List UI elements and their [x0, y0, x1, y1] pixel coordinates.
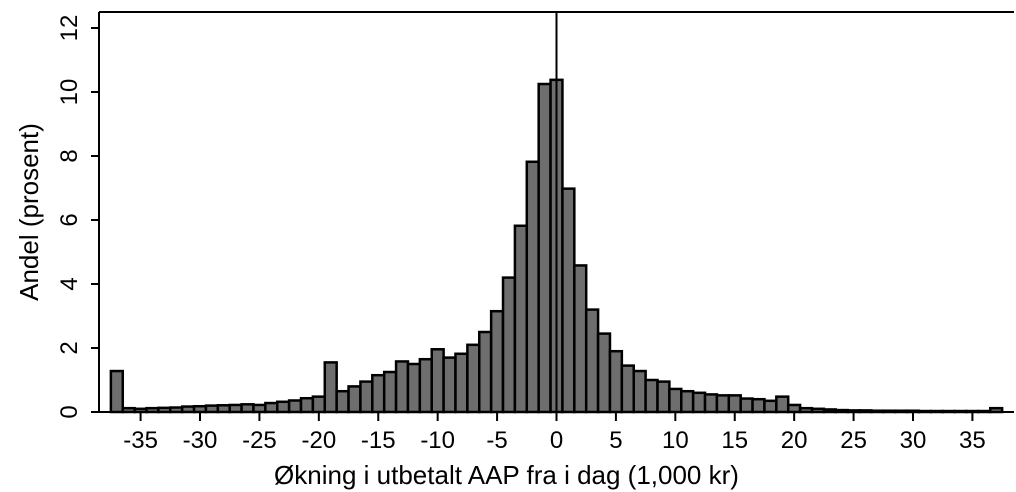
histogram-bar [252, 403, 267, 414]
histogram-bar [371, 373, 386, 414]
y-tick-label: 10 [56, 79, 83, 106]
histogram-bar [418, 357, 433, 414]
x-tick-label: 20 [781, 427, 808, 454]
histogram-bar [656, 380, 671, 414]
histogram-bar [335, 389, 350, 414]
histogram-bar [394, 360, 410, 414]
x-tick-label: -25 [242, 427, 277, 454]
x-tick-label: 25 [840, 427, 867, 454]
histogram-bar [632, 369, 647, 414]
x-tick-label: -35 [123, 427, 158, 454]
histogram-bar [406, 362, 422, 414]
y-tick-label: 8 [56, 149, 83, 162]
histogram-bar [573, 264, 588, 414]
histogram-bar [537, 82, 552, 414]
histogram-bar [264, 401, 279, 414]
histogram-bar [287, 399, 303, 414]
histogram-bar [323, 361, 338, 414]
histogram-bar [442, 356, 457, 414]
x-tick-label: -30 [183, 427, 218, 454]
histogram-bar [691, 391, 707, 414]
histogram-bar [489, 309, 505, 414]
histogram-bar [608, 349, 624, 414]
x-axis-title: Økning i utbetalt AAP fra i dag (1,000 k… [274, 460, 739, 490]
histogram-bar [584, 308, 600, 414]
histogram-bar [739, 397, 754, 414]
histogram-bar [668, 387, 683, 414]
y-tick-label: 2 [56, 341, 83, 354]
histogram-bar [466, 343, 481, 414]
x-tick-label: -5 [486, 427, 507, 454]
y-axis-title: Andel (prosent) [14, 123, 44, 301]
y-tick-label: 4 [56, 277, 83, 290]
x-tick-label: 35 [959, 427, 986, 454]
histogram-bar [359, 380, 374, 414]
histogram-bar [109, 369, 125, 414]
y-tick-label: 6 [56, 213, 83, 226]
histogram-bar [311, 395, 327, 414]
histogram-bar [382, 370, 398, 414]
histogram-bar [786, 403, 802, 414]
histogram-bar [644, 378, 659, 414]
x-tick-label: 0 [550, 427, 563, 454]
histogram-bar [620, 364, 635, 414]
histogram-bar [478, 330, 493, 414]
histogram-bar [763, 399, 778, 414]
x-tick-label: -20 [301, 427, 336, 454]
histogram-bar [454, 352, 469, 414]
y-axis-ticks: 0 2 4 6 8 10 12 [56, 15, 99, 419]
histogram-bar [715, 394, 731, 414]
histogram-bar [525, 160, 540, 414]
histogram-bar [703, 393, 719, 414]
x-tick-label: 15 [721, 427, 748, 454]
x-tick-label: 5 [609, 427, 622, 454]
histogram-bar [513, 224, 529, 414]
histogram-bar [430, 348, 445, 414]
x-tick-label: 30 [900, 427, 927, 454]
histogram-bar [501, 276, 517, 414]
histogram-bar [751, 397, 766, 414]
histogram-bar [240, 403, 255, 414]
histogram-bar [347, 385, 362, 414]
histogram-bar [727, 394, 742, 414]
histogram-bar [680, 389, 695, 414]
x-tick-label: -10 [420, 427, 455, 454]
histogram-bar [561, 187, 576, 414]
histogram-bar [216, 404, 231, 414]
y-tick-label: 12 [56, 15, 83, 42]
histogram-bar [228, 403, 243, 414]
y-tick-label: 0 [56, 405, 83, 418]
x-tick-label: 10 [662, 427, 689, 454]
histogram-bar [299, 396, 315, 414]
x-tick-label: -15 [361, 427, 396, 454]
x-axis-ticks: -35 -30 -25 -20 -15 -10 -5 0 5 10 15 20 25 30 35 [123, 412, 986, 454]
histogram-bar [596, 332, 612, 414]
histogram-bar [775, 395, 790, 414]
histogram-bar [276, 400, 291, 414]
